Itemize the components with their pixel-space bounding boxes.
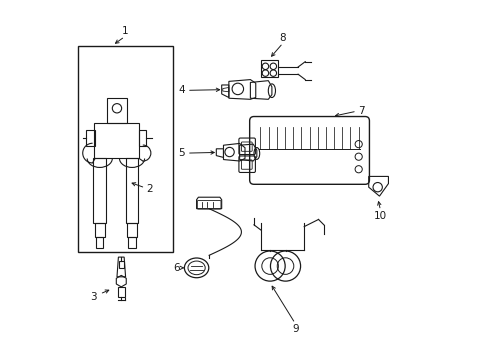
Bar xyxy=(95,223,105,237)
Text: 3: 3 xyxy=(91,292,97,302)
Text: 6: 6 xyxy=(173,263,180,273)
Text: 4: 4 xyxy=(178,85,185,95)
Bar xyxy=(107,98,126,123)
Bar xyxy=(96,237,103,248)
Bar xyxy=(78,45,173,252)
Bar xyxy=(119,261,124,268)
Text: 10: 10 xyxy=(374,211,387,221)
Bar xyxy=(128,237,136,248)
Bar xyxy=(95,123,139,158)
Text: 2: 2 xyxy=(147,184,153,194)
Bar xyxy=(261,60,278,77)
Text: 5: 5 xyxy=(178,148,185,158)
Bar xyxy=(127,223,137,237)
Text: 7: 7 xyxy=(358,106,365,116)
Bar xyxy=(125,158,139,223)
Text: 8: 8 xyxy=(280,33,286,43)
Text: 9: 9 xyxy=(292,324,298,334)
Text: 1: 1 xyxy=(122,26,128,36)
Bar xyxy=(93,158,106,223)
